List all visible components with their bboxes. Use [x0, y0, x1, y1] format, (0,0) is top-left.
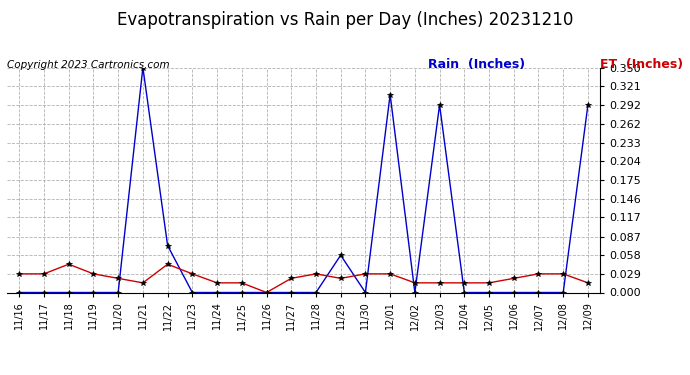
Text: Evapotranspiration vs Rain per Day (Inches) 20231210: Evapotranspiration vs Rain per Day (Inch…: [117, 11, 573, 29]
Text: ET  (Inches): ET (Inches): [600, 58, 683, 71]
Text: Rain  (Inches): Rain (Inches): [428, 58, 525, 71]
Text: Copyright 2023 Cartronics.com: Copyright 2023 Cartronics.com: [7, 60, 170, 70]
